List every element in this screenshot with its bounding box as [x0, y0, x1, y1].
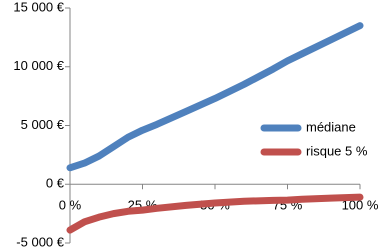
- legend-label: médiane: [306, 119, 356, 134]
- y-tick-label: -5 000 €: [16, 234, 64, 249]
- y-tick-label: 0 €: [46, 176, 65, 191]
- x-tick-label: 0 %: [59, 198, 82, 213]
- series-line: [66, 22, 364, 172]
- y-tick-label: 10 000 €: [13, 58, 64, 73]
- y-tick-label: 15 000 €: [13, 0, 64, 14]
- legend-label: risque 5 %: [306, 143, 368, 158]
- x-tick-label: 100 %: [342, 198, 379, 213]
- y-tick-label: 5 000 €: [21, 117, 65, 132]
- series-line: [66, 193, 364, 234]
